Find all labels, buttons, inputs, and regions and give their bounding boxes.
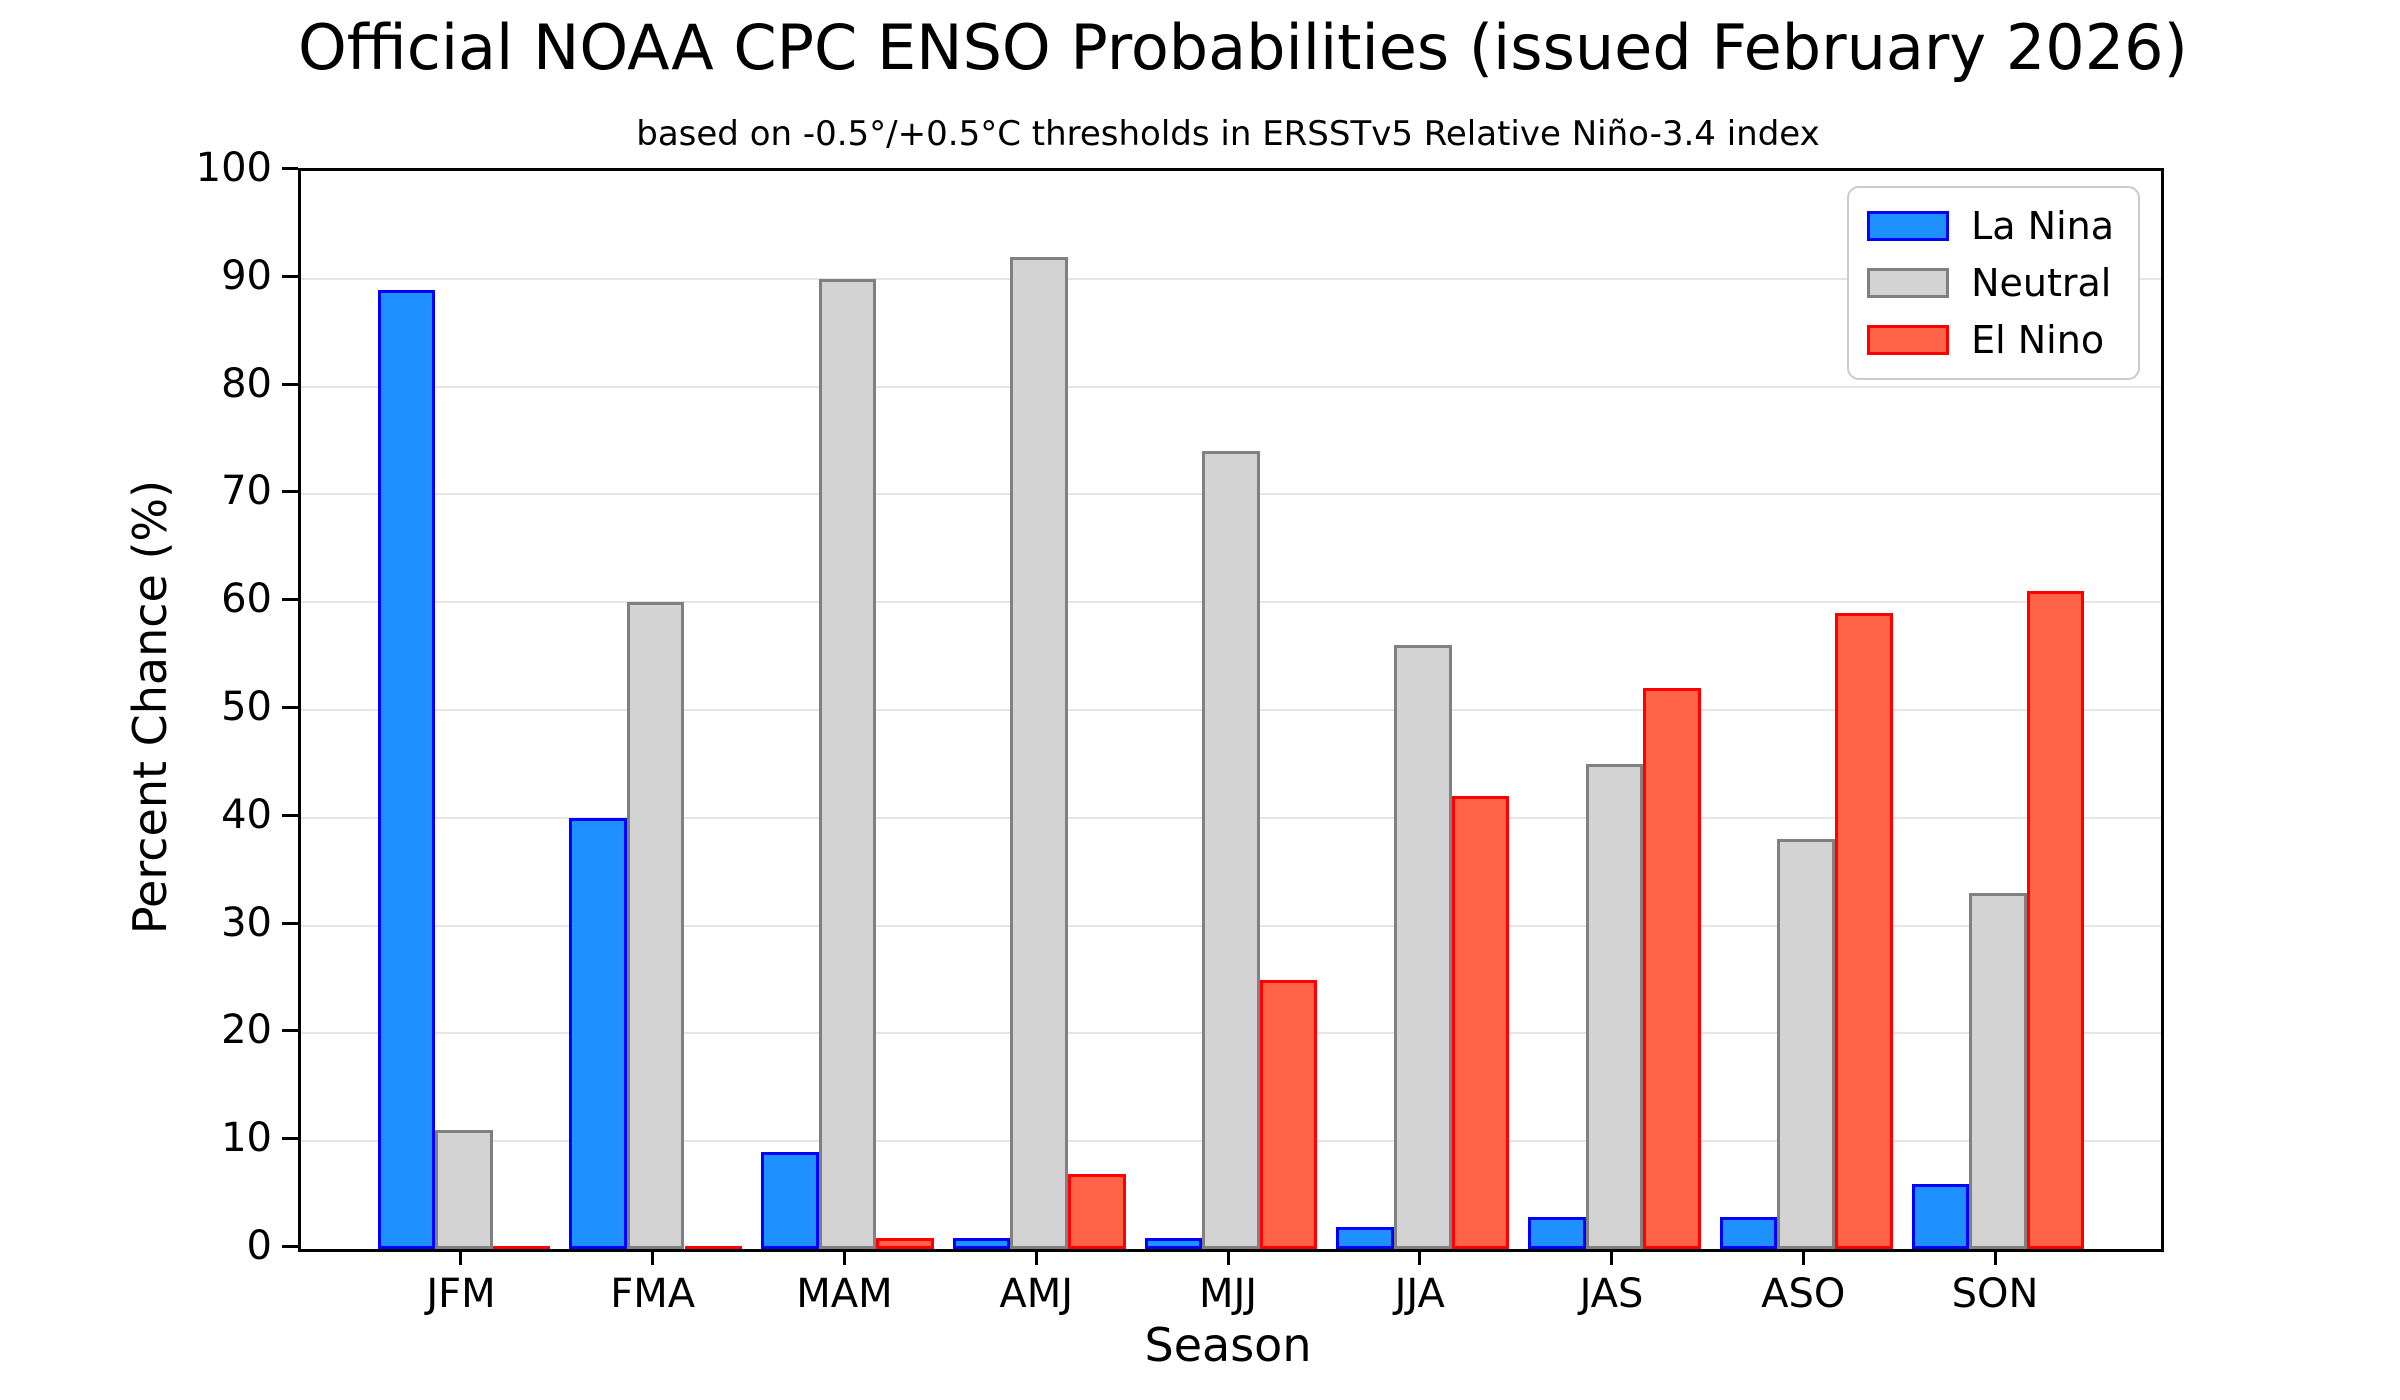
x-tick-mark-jas [1610,1249,1613,1265]
bar-la-nina-aso [1719,1216,1778,1249]
legend-label-neutral: Neutral [1971,261,2112,305]
legend-swatch-la-nina [1867,211,1950,241]
bar-neutral-mam [818,278,877,1249]
x-tick-label-jja: JJA [1394,1271,1445,1317]
x-tick-mark-jja [1418,1249,1422,1265]
y-tick-label-30: 30 [221,899,272,946]
legend-swatch-el-nino [1867,325,1950,355]
bar-neutral-son [1969,893,2027,1249]
x-tick-mark-amj [1034,1249,1038,1265]
x-tick-mark-aso [1801,1249,1805,1265]
x-axis-label: Season [1144,1318,1312,1372]
bar-neutral-fma [626,602,685,1249]
x-tick-label-mam: MAM [796,1271,893,1317]
x-tick-label-son: SON [1951,1271,2039,1317]
x-tick-mark-jfm [459,1249,463,1265]
bar-el-nino-jja [1451,796,1510,1249]
y-tick-label-70: 70 [221,468,272,515]
legend-item-neutral: Neutral [1867,261,2114,305]
x-tick-label-amj: AMJ [999,1271,1074,1317]
bar-el-nino-aso [1835,612,1893,1249]
bar-la-nina-jja [1336,1227,1394,1249]
bar-la-nina-jfm [377,289,436,1249]
bar-la-nina-fma [569,817,627,1249]
chart-subtitle: based on -0.5°/+0.5°C thresholds in ERSS… [636,114,1820,154]
legend-item-el-nino: El Nino [1867,318,2114,362]
y-tick-mark-80 [282,382,298,386]
y-tick-label-50: 50 [221,684,272,730]
bar-el-nino-mam [876,1238,934,1249]
gridline-90 [301,277,2161,280]
x-tick-mark-son [1993,1249,1997,1265]
bar-el-nino-son [2026,591,2085,1249]
x-tick-label-mjj: MJJ [1198,1271,1258,1317]
y-tick-label-60: 60 [221,576,272,623]
bar-neutral-jas [1585,763,1644,1249]
y-tick-mark-70 [282,490,298,494]
legend: La Nina Neutral El Nino [1847,186,2140,380]
bar-el-nino-fma [684,1246,743,1249]
bar-la-nina-son [1911,1184,1970,1249]
y-tick-mark-30 [282,921,298,925]
y-tick-label-90: 90 [221,252,272,299]
x-tick-label-fma: FMA [610,1271,696,1317]
y-tick-mark-10 [282,1137,298,1141]
x-tick-label-jas: JAS [1579,1271,1644,1317]
y-tick-mark-100 [282,167,298,170]
bar-neutral-jfm [435,1130,493,1249]
y-tick-mark-50 [282,706,298,709]
x-tick-mark-mam [842,1249,846,1265]
bar-la-nina-mjj [1144,1238,1203,1249]
x-tick-mark-fma [651,1249,655,1265]
y-tick-mark-20 [282,1029,298,1033]
x-tick-label-jfm: JFM [426,1271,496,1317]
y-tick-label-20: 20 [221,1007,272,1054]
bar-el-nino-jfm [492,1246,551,1249]
bar-neutral-amj [1010,257,1068,1249]
y-tick-label-10: 10 [221,1115,272,1162]
y-tick-mark-0 [282,1245,298,1248]
bar-neutral-aso [1777,839,1835,1249]
bar-la-nina-mam [761,1151,819,1249]
bar-neutral-mjj [1202,451,1260,1249]
y-tick-mark-90 [282,274,298,278]
gridline-80 [301,385,2161,388]
y-tick-label-100: 100 [195,145,272,191]
x-tick-label-aso: ASO [1761,1271,1846,1317]
bar-neutral-jja [1393,645,1452,1249]
legend-swatch-neutral [1867,268,1950,298]
bar-el-nino-amj [1068,1173,1126,1249]
legend-label-el-nino: El Nino [1971,318,2105,362]
legend-item-la-nina: La Nina [1867,204,2114,248]
chart-title: Official NOAA CPC ENSO Probabilities (is… [298,11,2188,84]
x-tick-mark-mjj [1226,1249,1230,1265]
legend-label-la-nina: La Nina [1971,204,2114,248]
y-tick-mark-40 [282,813,298,817]
y-tick-label-40: 40 [221,791,272,838]
bar-la-nina-amj [952,1238,1011,1249]
y-tick-mark-60 [282,598,298,602]
y-tick-label-0: 0 [246,1223,272,1269]
bar-el-nino-mjj [1259,979,1318,1249]
bar-el-nino-jas [1643,688,1701,1249]
bar-la-nina-jas [1528,1216,1586,1249]
y-tick-label-80: 80 [221,360,272,407]
